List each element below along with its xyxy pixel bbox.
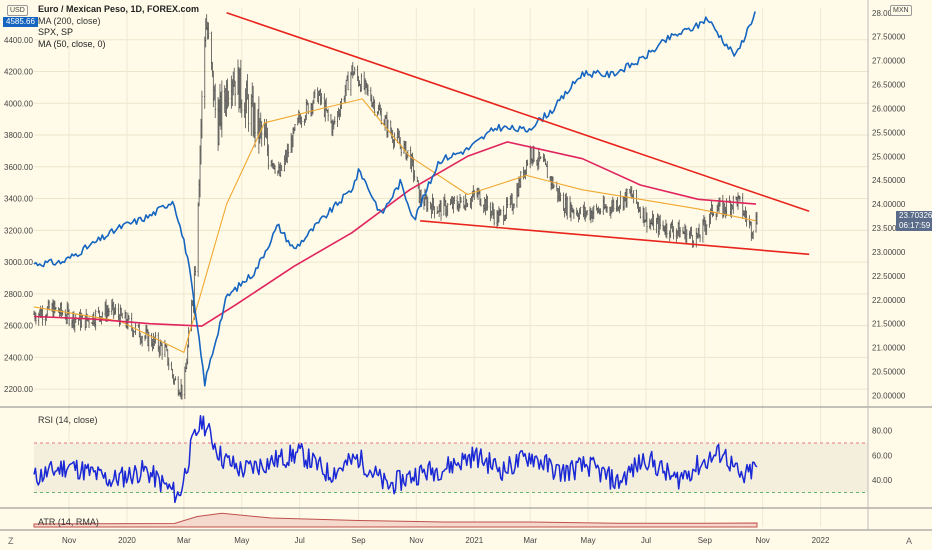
y-left-tick-label: 4000.00: [4, 99, 33, 108]
trendline[interactable]: [420, 220, 810, 256]
trendline[interactable]: [226, 12, 810, 213]
y-left-tick-label: 2600.00: [4, 322, 33, 331]
y-right-tick-label: 22.50000: [872, 272, 906, 281]
x-tick-label: May: [234, 536, 249, 545]
atr-area[interactable]: [33, 512, 758, 528]
x-tick-label: Jul: [295, 536, 305, 545]
rsi-band-background: [34, 443, 868, 493]
y-left-tick-label: 2400.00: [4, 353, 33, 362]
x-tick-label: 2021: [465, 536, 483, 545]
chart-legend: Euro / Mexican Peso, 1D, FOREX.com MA (2…: [38, 4, 199, 50]
legend-ma50: MA (50, close, 0): [38, 38, 106, 49]
y-right-tick-label: 25.00000: [872, 152, 906, 161]
x-tick-label: Sep: [351, 536, 366, 545]
rsi-legend: RSI (14, close): [38, 415, 98, 425]
y-right-tick-label: 23.00000: [872, 248, 906, 257]
y-left-tick-label: 2200.00: [4, 385, 33, 394]
atr-pane[interactable]: [33, 512, 758, 528]
legend-spx: SPX, SP: [38, 27, 74, 37]
rsi-tick-label: 40.00: [872, 476, 893, 485]
x-tick-label: Nov: [409, 536, 423, 545]
legend-ma200: MA (200, close): [38, 15, 101, 26]
y-left-tick-label: 4400.00: [4, 36, 33, 45]
x-tick-label: Nov: [62, 536, 76, 545]
y-right-tick-label: 28.00000: [872, 9, 906, 18]
y-right-tick-label: 27.00000: [872, 57, 906, 66]
y-left-tick-label: 3200.00: [4, 226, 33, 235]
y-right-tick-label: 25.50000: [872, 128, 906, 137]
rsi-pane[interactable]: [33, 414, 868, 504]
y-right-tick-label: 24.50000: [872, 176, 906, 185]
y-left-tick-label: 2800.00: [4, 290, 33, 299]
x-tick-label: May: [581, 536, 596, 545]
grid-lines: [34, 8, 868, 527]
y-right-tick-label: 21.50000: [872, 320, 906, 329]
main-price-pane[interactable]: [33, 11, 810, 400]
x-tick-label: Jul: [641, 536, 651, 545]
y-left-tick-label: 4200.00: [4, 68, 33, 77]
x-tick-label: Sep: [698, 536, 713, 545]
rsi-tick-label: 60.00: [872, 451, 893, 460]
x-tick-label: 2022: [812, 536, 830, 545]
y-right-tick-label: 26.50000: [872, 81, 906, 90]
x-tick-label: Nov: [756, 536, 770, 545]
right-unit-label[interactable]: MXN: [890, 5, 912, 16]
x-tick-label: Mar: [523, 536, 537, 545]
x-tick-label: 2020: [118, 536, 136, 545]
spx-line[interactable]: [33, 11, 756, 387]
y-right-tick-label: 20.50000: [872, 368, 906, 377]
y-right-tick-label: 23.50000: [872, 224, 906, 233]
eurmxn-current-value: 23.70326: [896, 211, 932, 221]
y-right-tick-label: 26.00000: [872, 104, 906, 113]
left-unit-label[interactable]: USD: [7, 5, 28, 16]
rsi-tick-label: 80.00: [872, 427, 893, 436]
rsi-line[interactable]: [33, 414, 758, 504]
y-left-tick-label: 3400.00: [4, 195, 33, 204]
auto-scale-right-button[interactable]: A: [906, 536, 913, 546]
bar-countdown: 06:17:59: [896, 221, 932, 231]
y-right-tick-label: 20.00000: [872, 391, 906, 400]
y-left-tick-label: 3000.00: [4, 258, 33, 267]
y-right-tick-label: 24.00000: [872, 200, 906, 209]
x-tick-label: Mar: [177, 536, 191, 545]
y-left-tick-label: 3800.00: [4, 131, 33, 140]
y-right-tick-label: 22.00000: [872, 296, 906, 305]
spx-current-value: 4585.66: [3, 17, 38, 27]
ma50-line[interactable]: [33, 98, 757, 353]
auto-scale-left-button[interactable]: Z: [8, 536, 14, 546]
y-right-tick-label: 21.00000: [872, 344, 906, 353]
y-left-tick-label: 3600.00: [4, 163, 33, 172]
y-right-tick-label: 27.50000: [872, 33, 906, 42]
legend-title: Euro / Mexican Peso, 1D, FOREX.com: [38, 4, 200, 14]
atr-legend: ATR (14, RMA): [38, 517, 99, 527]
